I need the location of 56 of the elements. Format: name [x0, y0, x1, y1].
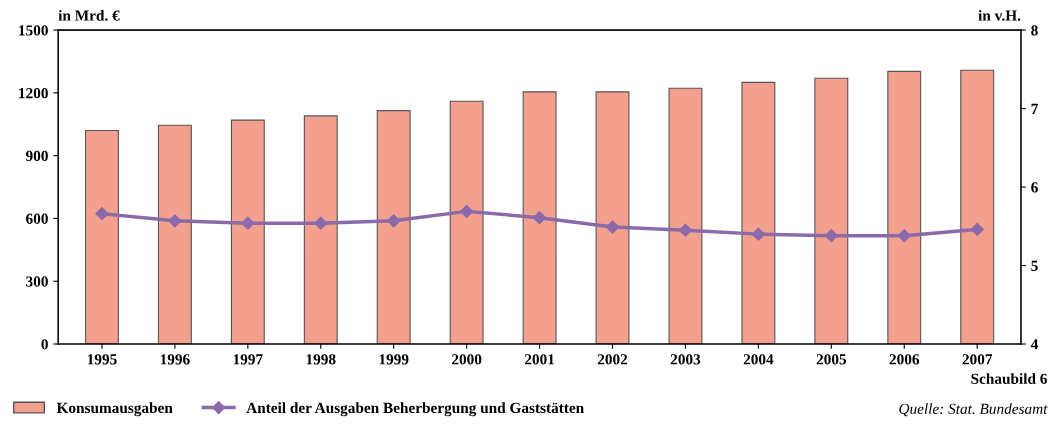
- bar: [960, 69, 995, 344]
- x-tick-label: 2007: [962, 354, 993, 365]
- point: [532, 211, 547, 225]
- y-tick-label: 900: [25, 150, 48, 162]
- bar: [522, 91, 557, 344]
- text: Schaubild 6: [971, 373, 1047, 384]
- bar: [230, 119, 265, 344]
- y-tick-label: 1500: [19, 25, 48, 36]
- x-tick-label: 1998: [306, 354, 336, 365]
- point: [678, 223, 693, 237]
- point: [387, 214, 401, 228]
- x-tick-label: 2005: [816, 354, 847, 365]
- x-tick-label: 2000: [452, 354, 482, 365]
- bar: [449, 100, 484, 344]
- y2-tick-label: 4: [1030, 339, 1039, 350]
- y-tick-label: 1200: [19, 88, 48, 99]
- x-tick-label: 2001: [524, 354, 555, 365]
- y2-tick-label: 5: [1031, 260, 1038, 271]
- x-tick-label: 2006: [889, 354, 920, 365]
- point: [241, 216, 255, 230]
- y2-axis-title: in v.H.: [978, 9, 1021, 21]
- point: [897, 229, 911, 243]
- y-tick-label: 300: [26, 276, 48, 287]
- legend-label: Konsumausgaben: [56, 402, 173, 417]
- x-tick-label: 1999: [379, 354, 409, 365]
- x-tick-label: 1997: [233, 354, 263, 365]
- point: [168, 214, 182, 228]
- point: [460, 204, 474, 218]
- point: [95, 207, 109, 221]
- y-tick-label: 600: [26, 213, 48, 224]
- x-tick-label: 2003: [670, 354, 701, 365]
- y2-tick-label: 8: [1031, 25, 1038, 36]
- y-axis-title: in Mrd. €: [58, 9, 120, 21]
- y-tick-label: 0: [41, 339, 48, 350]
- point: [824, 229, 838, 243]
- bar: [303, 115, 338, 344]
- bar: [84, 129, 119, 344]
- point: [314, 216, 328, 230]
- bar: [668, 87, 703, 344]
- legend-label: Anteil der Ausgaben Beherbergung und Gaststätten: [246, 402, 584, 417]
- y2-tick-label: 7: [1031, 103, 1038, 114]
- source-note: Quelle: Stat. Bundesamt: [899, 403, 1048, 417]
- x-tick-label: 1996: [160, 354, 190, 365]
- bar: [157, 124, 192, 344]
- x-tick-label: 2002: [597, 354, 628, 365]
- point: [605, 220, 620, 234]
- bar: [887, 70, 922, 344]
- bar: [814, 77, 849, 344]
- y2-tick-label: 6: [1031, 182, 1038, 193]
- point: [970, 222, 984, 237]
- bar: [741, 81, 776, 344]
- bar: [376, 110, 411, 344]
- x-tick-label: 2004: [743, 354, 774, 365]
- bar: [595, 91, 630, 344]
- x-tick-label: 1995: [87, 354, 117, 365]
- point: [751, 227, 765, 241]
